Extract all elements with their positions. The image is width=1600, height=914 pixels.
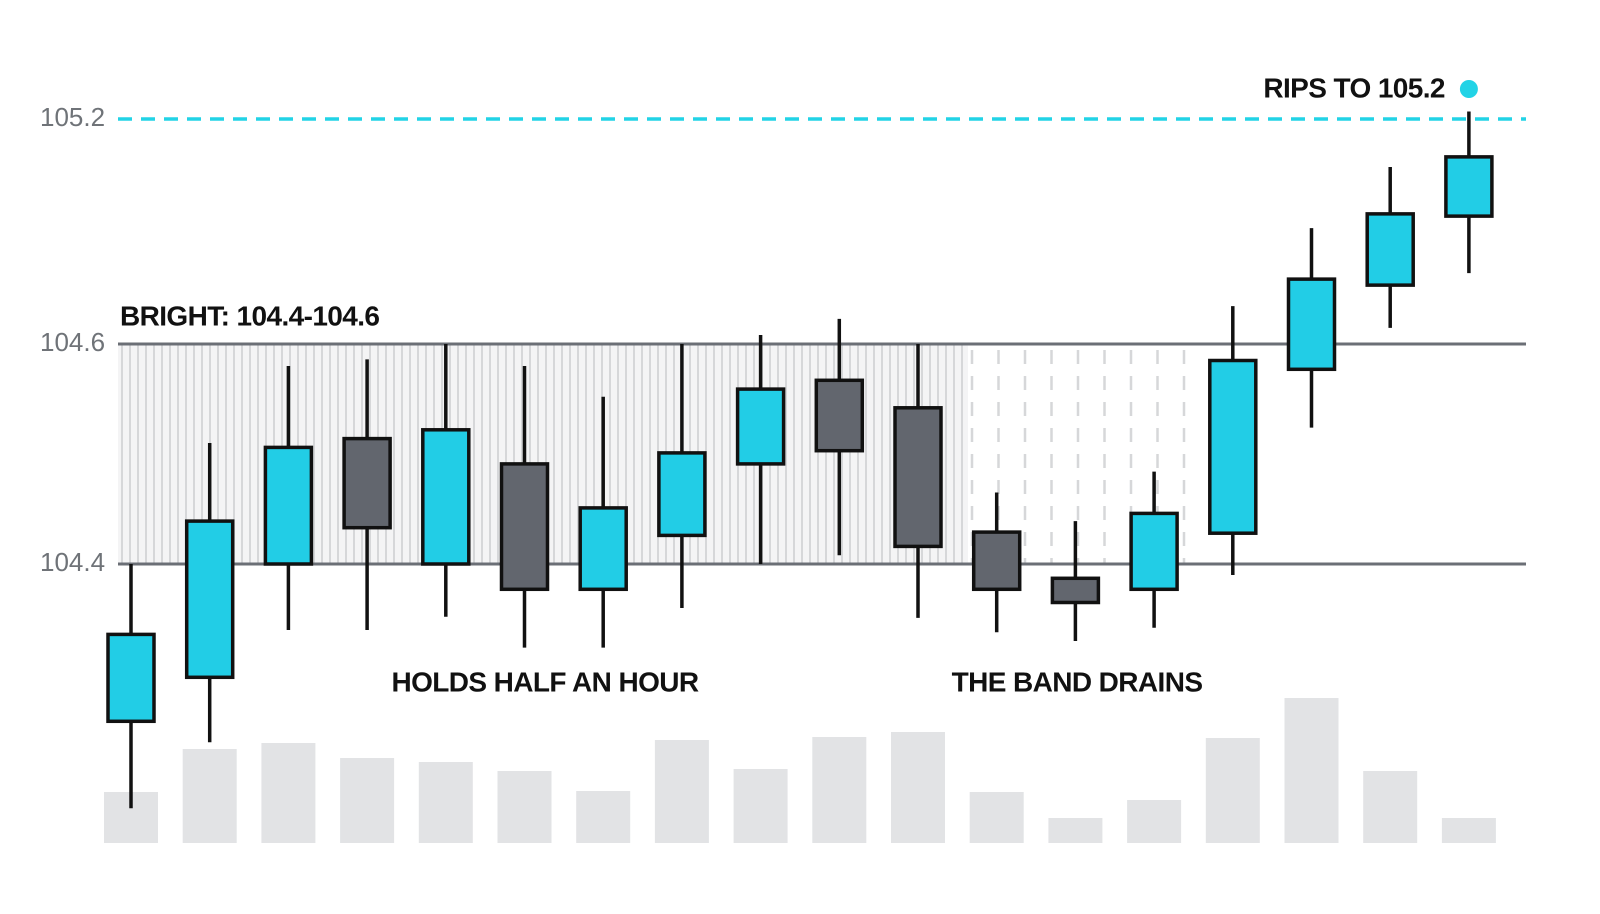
volume-bar (1127, 800, 1182, 843)
candle-body (814, 378, 865, 453)
candle-body (106, 632, 156, 724)
band-label: BRIGHT: 104.4-104.6 (120, 300, 379, 331)
y-tick-label: 105.2 (40, 102, 105, 132)
y-tick-label: 104.6 (40, 327, 105, 357)
candle-body (263, 445, 314, 566)
volume-layer (104, 698, 1496, 843)
volume-bar (340, 758, 395, 843)
volume-bar (576, 791, 631, 843)
candle-body (893, 406, 943, 549)
candle-body (657, 451, 707, 538)
candle-body (421, 428, 471, 566)
candle-body (735, 387, 786, 466)
target-dot (1459, 80, 1478, 98)
candle-body (1050, 576, 1101, 605)
annotation: THE BAND DRAINS (952, 666, 1203, 697)
y-tick-label: 104.4 (40, 547, 105, 577)
volume-bar (812, 737, 867, 843)
candle-layer (106, 111, 1494, 809)
candle-body (499, 462, 550, 592)
candle-body (342, 436, 392, 530)
volume-bar (1363, 771, 1418, 843)
candle-body (971, 530, 1022, 592)
volume-bar (1284, 698, 1339, 843)
volume-bar (261, 743, 316, 843)
volume-bar (654, 740, 709, 843)
target-label: RIPS TO 105.2 (1263, 72, 1445, 103)
volume-bar (1441, 818, 1496, 843)
volume-bar (1048, 818, 1103, 843)
candle-body (1444, 155, 1494, 218)
annotation: HOLDS HALF AN HOUR (391, 666, 698, 697)
candle-body (1286, 277, 1337, 372)
volume-bar (969, 792, 1024, 843)
candle-body (1365, 212, 1415, 287)
volume-bar (497, 771, 552, 843)
candle-body (578, 506, 628, 592)
volume-bar (733, 769, 788, 843)
volume-bar (1205, 738, 1260, 843)
candle-body (1208, 358, 1258, 535)
candle-body (1129, 511, 1179, 592)
volume-bar (891, 732, 945, 843)
volume-bar (418, 762, 473, 843)
volume-bar (182, 749, 237, 843)
candle-body (184, 519, 235, 680)
